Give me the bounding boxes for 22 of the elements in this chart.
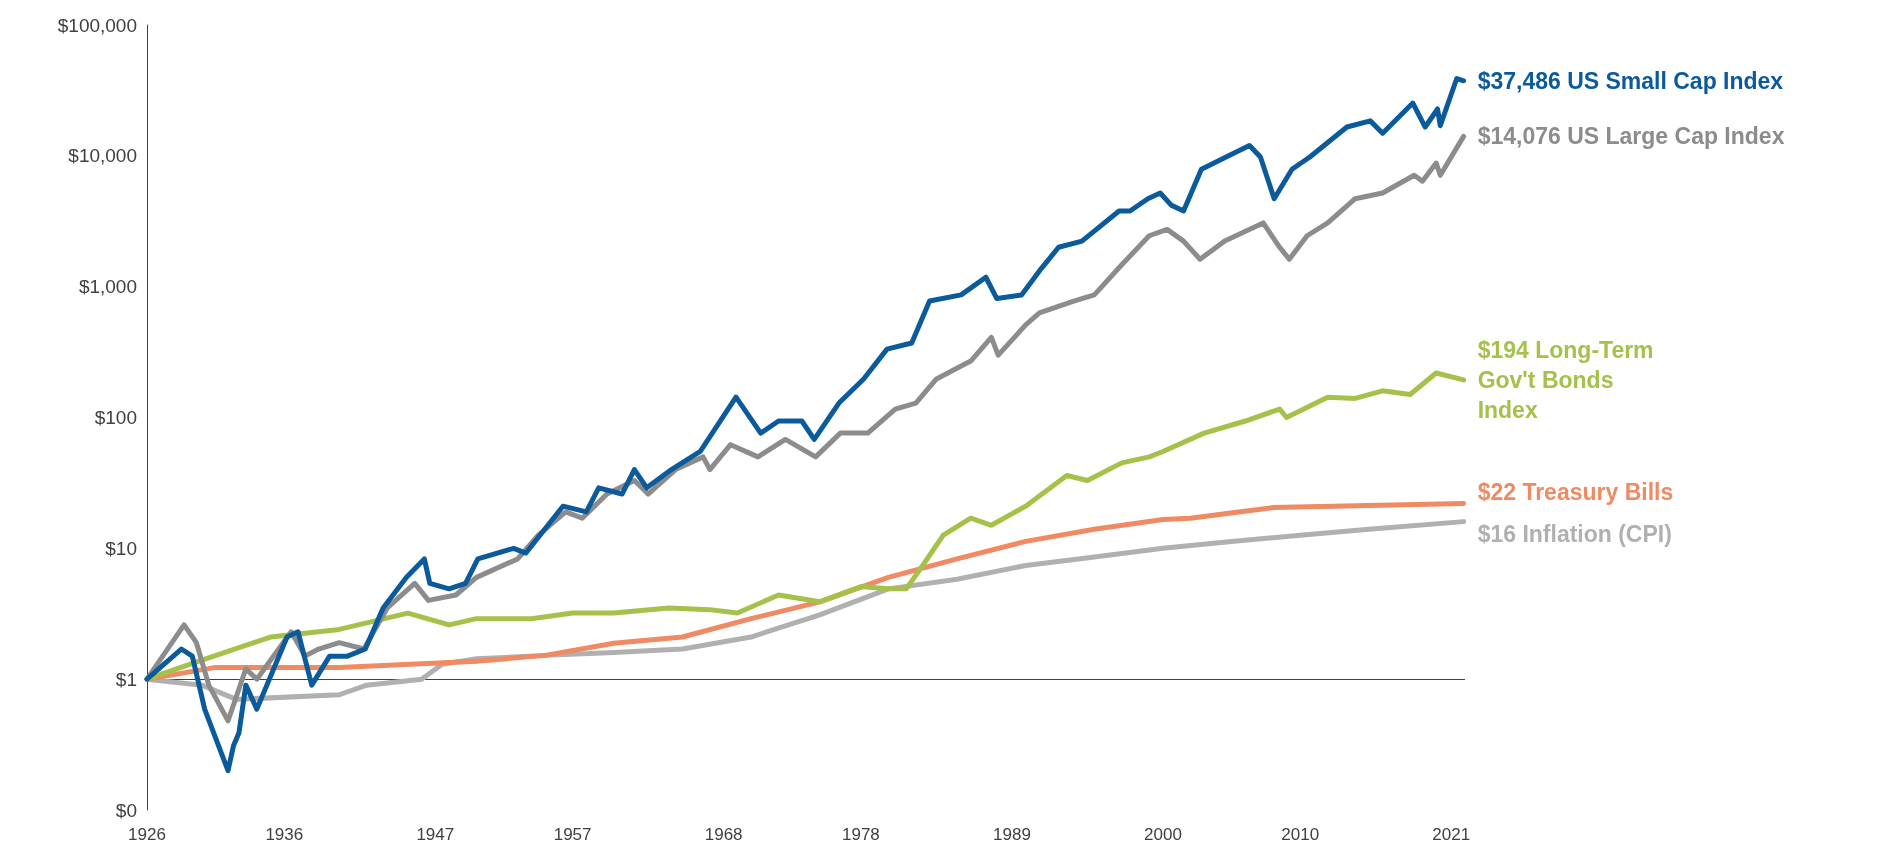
series-label: $194 Long-Term Gov't Bonds Index: [1477, 336, 1660, 423]
y-tick-label: $10: [105, 537, 137, 559]
x-tick-label: 1989: [993, 825, 1031, 844]
series-label: $14,076 US Large Cap Index: [1477, 123, 1785, 150]
series-label: $22 Treasury Bills: [1477, 478, 1674, 505]
x-tick-label: 1947: [416, 825, 455, 844]
x-tick-label: 1957: [553, 825, 592, 844]
x-tick-label: 1978: [842, 825, 880, 844]
y-tick-label: $1,000: [78, 276, 137, 298]
x-tick-label: 1968: [704, 825, 743, 844]
y-tick-label: $10,000: [68, 145, 137, 167]
x-tick-label: 2021: [1432, 825, 1471, 844]
y-tick-label: $1: [115, 668, 137, 690]
x-tick-label: 1926: [128, 825, 166, 844]
x-tick-label: 2000: [1144, 825, 1182, 844]
y-tick-label: $100,000: [57, 14, 137, 36]
y-tick-label: $0: [115, 799, 137, 821]
series-label: $16 Inflation (CPI): [1477, 520, 1672, 547]
series-label: $37,486 US Small Cap Index: [1477, 67, 1784, 94]
x-tick-label: 2010: [1281, 825, 1320, 844]
x-tick-label: 1936: [265, 825, 304, 844]
y-tick-label: $100: [94, 407, 137, 428]
